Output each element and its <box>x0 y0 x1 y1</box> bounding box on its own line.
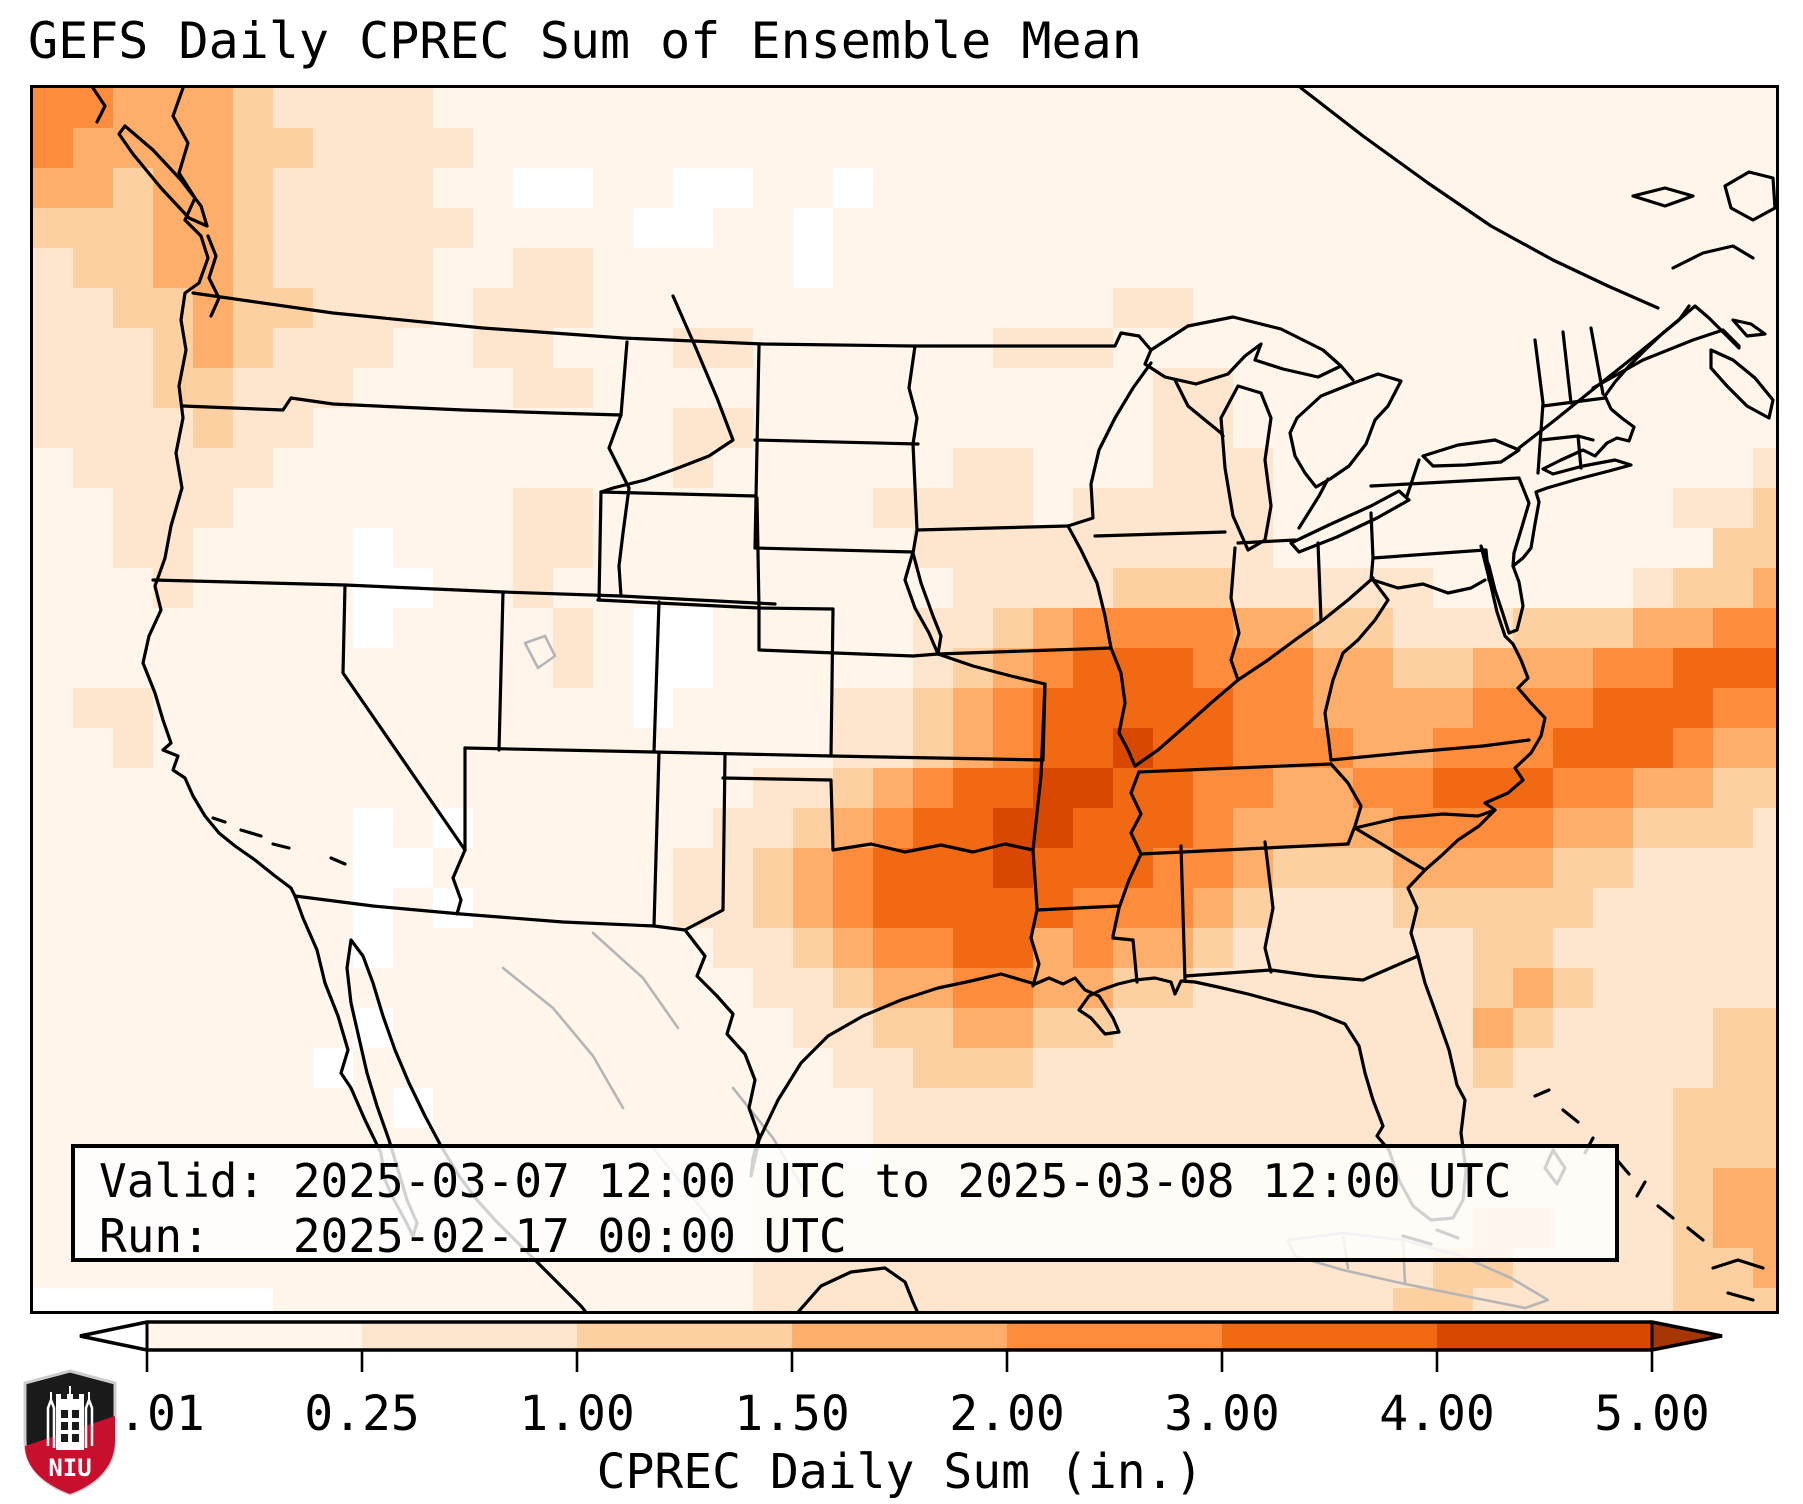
colorbar-tick-label: 3.00 <box>1164 1386 1280 1442</box>
coastlines-and-state-boundaries <box>91 88 1776 1311</box>
colorbar-segments <box>80 1322 1722 1350</box>
colorbar-axis-label: CPREC Daily Sum (in.) <box>597 1444 1204 1500</box>
valid-time-text: Valid: 2025-03-07 12:00 UTC to 2025-03-0… <box>99 1154 1512 1208</box>
niu-logo: NIU <box>20 1368 120 1498</box>
niu-logo-text: NIU <box>48 1454 91 1482</box>
colorbar-tick-label: 1.50 <box>734 1386 850 1442</box>
colorbar-tick-label: 1.00 <box>519 1386 635 1442</box>
colorbar-tick-label: 0.25 <box>304 1386 420 1442</box>
map-frame: Valid: 2025-03-07 12:00 UTC to 2025-03-0… <box>30 85 1779 1314</box>
colorbar: 0.01 0.25 1.00 1.50 2.00 3.00 4.00 5.00 CPREC D… <box>0 1310 1803 1500</box>
info-box: Valid: 2025-03-07 12:00 UTC to 2025-03-0… <box>71 1144 1619 1263</box>
precip-raster <box>33 88 1776 1311</box>
colorbar-tick-labels: 0.01 0.25 1.00 1.50 2.00 3.00 4.00 5.00 <box>89 1386 1710 1442</box>
run-time-text: Run: 2025-02-17 00:00 UTC <box>99 1209 847 1263</box>
colorbar-ticks <box>145 1350 1654 1372</box>
precip-map <box>33 88 1776 1311</box>
colorbar-tick-label: 5.00 <box>1594 1386 1710 1442</box>
castle-icon <box>46 1386 94 1450</box>
colorbar-tick-label: 4.00 <box>1379 1386 1495 1442</box>
colorbar-tick-label: 2.00 <box>949 1386 1065 1442</box>
plot-title: GEFS Daily CPREC Sum of Ensemble Mean <box>28 12 1142 70</box>
